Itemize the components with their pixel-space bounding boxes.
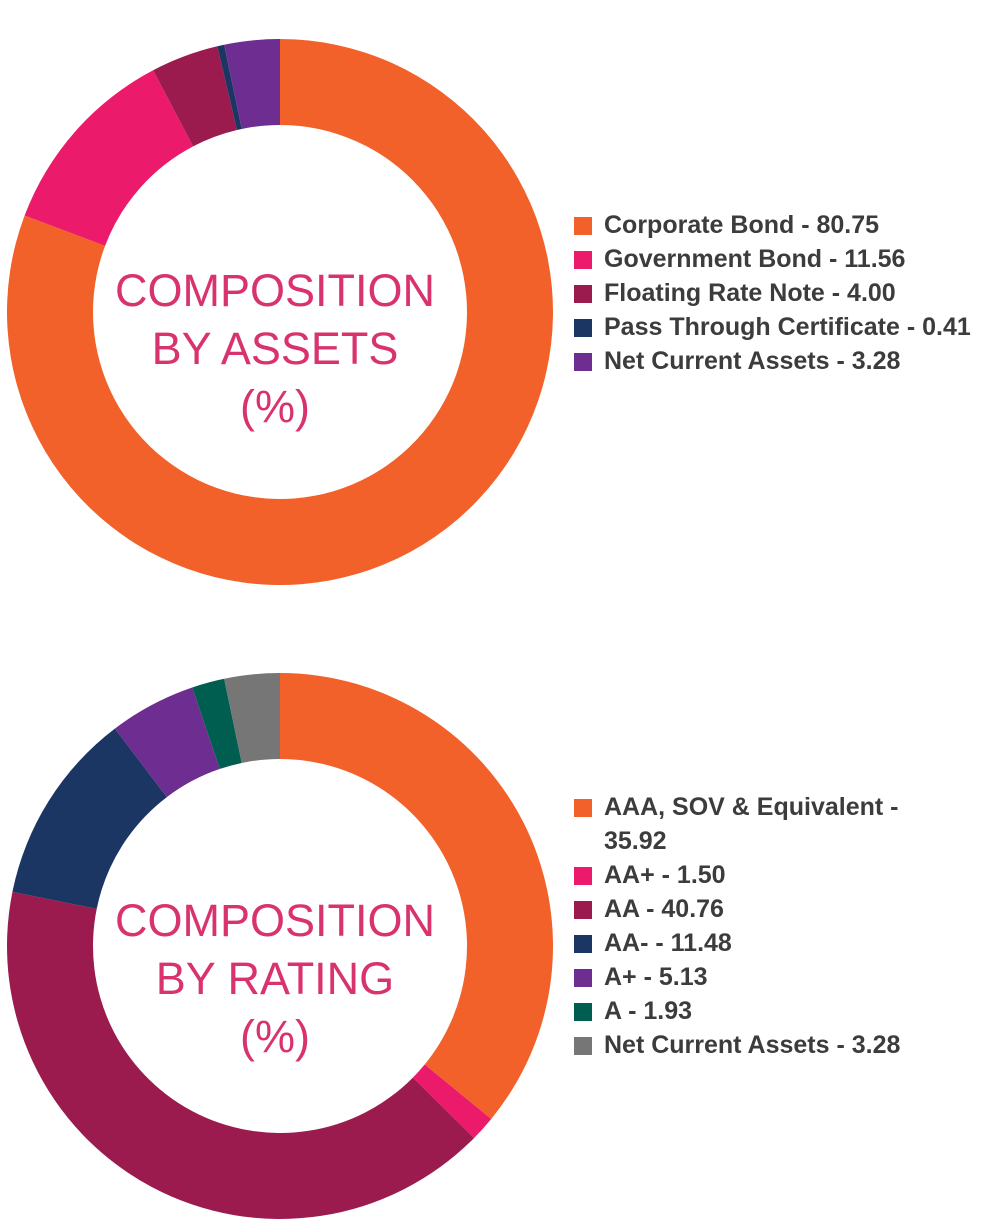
- rating-legend-swatch-6: [574, 1003, 592, 1021]
- rating-legend-item-2: AA+ - 1.50: [574, 858, 964, 892]
- rating-legend: AAA, SOV & Equivalent - 35.92 AA+ - 1.50 A…: [574, 790, 964, 1062]
- assets-center-title: COMPOSITION BY ASSETS (%): [95, 262, 455, 436]
- assets-legend-swatch-4: [574, 319, 592, 337]
- rating-center-title-line-2: BY RATING: [155, 953, 395, 1004]
- rating-slice-6: [192, 678, 242, 769]
- rating-slice-7: [224, 673, 280, 763]
- assets-legend-item-2: Government Bond - 11.56: [574, 242, 971, 276]
- rating-legend-item-7: Net Current Assets - 3.28: [574, 1028, 964, 1062]
- assets-legend-label-1: Corporate Bond - 80.75: [604, 211, 880, 239]
- rating-legend-label-3: AA - 40.76: [604, 895, 724, 923]
- rating-legend-swatch-2: [574, 867, 592, 885]
- rating-legend-item-6: A - 1.93: [574, 994, 964, 1028]
- assets-slice-1: [6, 39, 553, 586]
- rating-center-title-line-3: (%): [240, 1011, 310, 1062]
- assets-legend-swatch-5: [574, 353, 592, 371]
- assets-legend: Corporate Bond - 80.75 Government Bond - …: [574, 208, 971, 378]
- assets-legend-item-3: Floating Rate Note - 4.00: [574, 276, 971, 310]
- assets-legend-label-2: Government Bond - 11.56: [604, 245, 906, 273]
- rating-legend-swatch-7: [574, 1037, 592, 1055]
- assets-legend-label-5: Net Current Assets - 3.28: [604, 347, 901, 375]
- rating-center-title: COMPOSITION BY RATING (%): [95, 892, 455, 1066]
- rating-slice-3: [7, 891, 475, 1219]
- rating-center-title-line-1: COMPOSITION: [114, 895, 435, 946]
- assets-donut: [6, 39, 553, 586]
- rating-donut: [7, 673, 553, 1219]
- assets-chart: COMPOSITION BY ASSETS (%) Corporate Bond…: [0, 0, 1002, 600]
- assets-center-title-line-3: (%): [240, 381, 310, 432]
- rating-legend-swatch-3: [574, 901, 592, 919]
- assets-legend-swatch-2: [574, 251, 592, 269]
- assets-slice-4: [217, 44, 242, 131]
- assets-slice-3: [153, 46, 238, 147]
- assets-legend-item-1: Corporate Bond - 80.75: [574, 208, 971, 242]
- assets-legend-item-5: Net Current Assets - 3.28: [574, 344, 971, 378]
- rating-legend-label-1: AAA, SOV & Equivalent - 35.92: [604, 793, 899, 855]
- assets-legend-label-3: Floating Rate Note - 4.00: [604, 279, 896, 307]
- rating-slice-5: [114, 687, 220, 798]
- assets-center-title-line-1: COMPOSITION: [114, 265, 435, 316]
- rating-legend-label-4: AA- - 11.48: [604, 929, 732, 957]
- assets-legend-swatch-3: [574, 285, 592, 303]
- rating-slice-2: [412, 1064, 492, 1139]
- rating-legend-label-2: AA+ - 1.50: [604, 861, 726, 889]
- rating-legend-swatch-1: [574, 799, 592, 817]
- rating-chart: COMPOSITION BY RATING (%) AAA, SOV & Equ…: [0, 640, 1002, 1232]
- rating-legend-label-7: Net Current Assets - 3.28: [604, 1031, 901, 1059]
- rating-legend-swatch-4: [574, 935, 592, 953]
- assets-legend-item-4: Pass Through Certificate - 0.41: [574, 310, 971, 344]
- rating-legend-item-5: A+ - 5.13: [574, 960, 964, 994]
- rating-legend-item-4: AA- - 11.48: [574, 926, 964, 960]
- assets-center-title-line-2: BY ASSETS: [151, 323, 399, 374]
- rating-legend-label-6: A - 1.93: [604, 997, 693, 1025]
- assets-slice-2: [24, 70, 194, 246]
- rating-slice-4: [12, 728, 167, 909]
- rating-legend-label-5: A+ - 5.13: [604, 963, 708, 991]
- rating-slice-1: [280, 673, 553, 1119]
- rating-legend-item-1: AAA, SOV & Equivalent - 35.92: [574, 790, 964, 858]
- assets-legend-label-4: Pass Through Certificate - 0.41: [604, 313, 971, 341]
- assets-slice-5: [224, 39, 280, 129]
- rating-legend-swatch-5: [574, 969, 592, 987]
- rating-legend-item-3: AA - 40.76: [574, 892, 964, 926]
- assets-legend-swatch-1: [574, 217, 592, 235]
